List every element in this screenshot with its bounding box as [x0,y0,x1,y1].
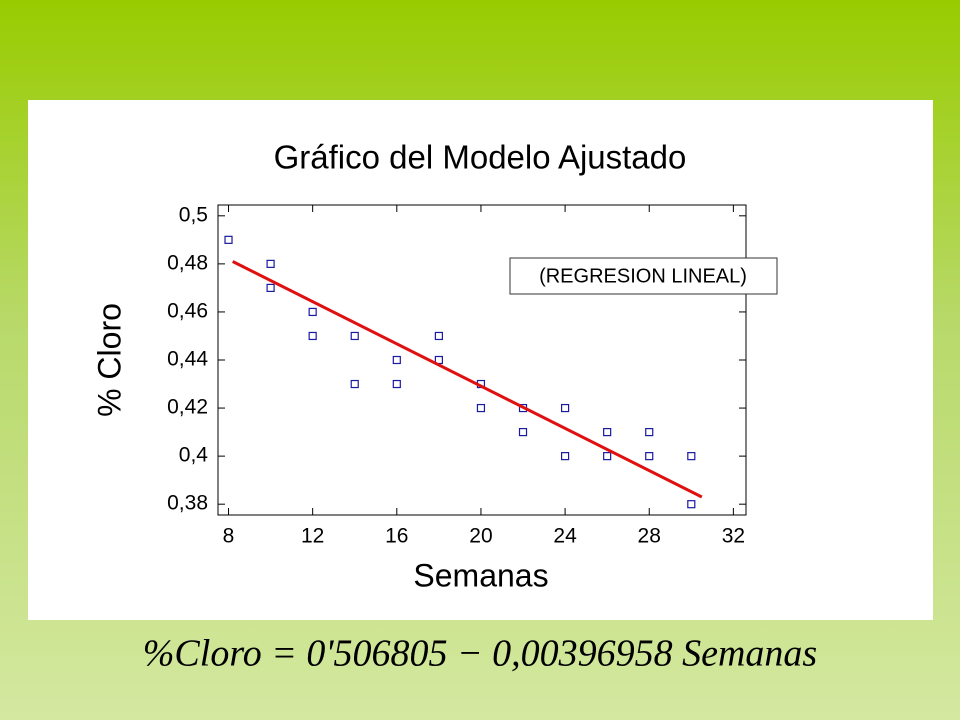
x-axis-label: Semanas [413,557,548,593]
data-point [687,500,696,509]
data-point [645,427,654,437]
x-tick-label: 20 [469,525,492,548]
data-point [350,379,359,389]
y-tick-label: 0,5 [179,203,208,226]
x-tick-label: 16 [385,525,408,548]
y-tick-label: 0,42 [167,396,208,419]
data-point [266,283,275,293]
regression-line [232,260,703,499]
y-axis-label: % Cloro [91,303,127,417]
data-point [687,452,696,461]
equation: %Cloro = 0'506805 − 0,00396958 Semanas [143,633,817,675]
x-tick-label: 8 [223,525,235,548]
data-point [224,235,233,244]
x-tick-label: 28 [638,525,661,548]
chart-title: Gráfico del Modelo Ajustado [274,139,687,176]
y-tick-label: 0,4 [179,444,209,467]
data-point [308,331,317,341]
annotation: (REGRESION LINEAL) [539,265,747,287]
data-point [266,259,275,268]
x-tick-label: 24 [553,525,577,548]
data-point [603,427,612,437]
data-point [603,452,612,461]
chart-panel [28,100,933,620]
data-point [392,355,401,365]
x-tick-label: 12 [301,525,324,548]
y-tick-label: 0,48 [167,251,208,274]
x-tick-label: 32 [722,525,745,548]
annotation-box [509,257,778,295]
data-point [476,403,486,413]
data-point [645,452,654,461]
data-point [308,307,317,317]
y-tick-label: 0,46 [167,299,208,322]
data-point [560,452,570,461]
data-point [392,379,401,389]
data-point [350,331,359,341]
y-tick-label: 0,44 [167,348,208,371]
y-tick-label: 0,38 [167,492,208,515]
data-point [434,331,443,341]
data-point [518,427,528,437]
data-point [560,403,570,413]
